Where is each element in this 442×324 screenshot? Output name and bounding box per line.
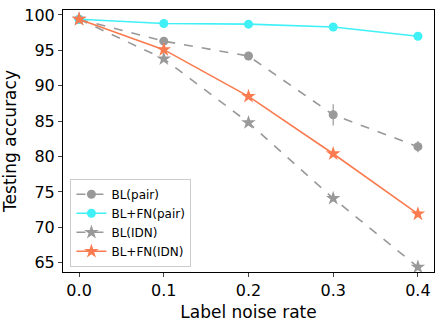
svg-text:0.2: 0.2 <box>236 281 261 300</box>
svg-text:BL(IDN): BL(IDN) <box>111 226 157 240</box>
svg-text:95: 95 <box>34 41 54 60</box>
svg-text:75: 75 <box>34 183 54 202</box>
svg-text:65: 65 <box>34 253 54 272</box>
svg-text:BL+FN(IDN): BL+FN(IDN) <box>111 245 183 259</box>
svg-text:90: 90 <box>34 76 54 95</box>
svg-text:100: 100 <box>24 6 55 25</box>
svg-text:BL+FN(pair): BL+FN(pair) <box>111 207 184 221</box>
svg-text:85: 85 <box>34 112 54 131</box>
svg-text:0.0: 0.0 <box>66 281 91 300</box>
svg-text:BL(pair): BL(pair) <box>111 188 159 202</box>
svg-text:Label noise rate: Label noise rate <box>180 302 316 322</box>
svg-text:0.1: 0.1 <box>151 281 176 300</box>
svg-text:0.3: 0.3 <box>320 281 345 300</box>
svg-text:80: 80 <box>34 147 54 166</box>
svg-text:0.4: 0.4 <box>405 281 430 300</box>
svg-text:70: 70 <box>34 218 54 237</box>
svg-text:Testing accuracy: Testing accuracy <box>0 70 20 213</box>
